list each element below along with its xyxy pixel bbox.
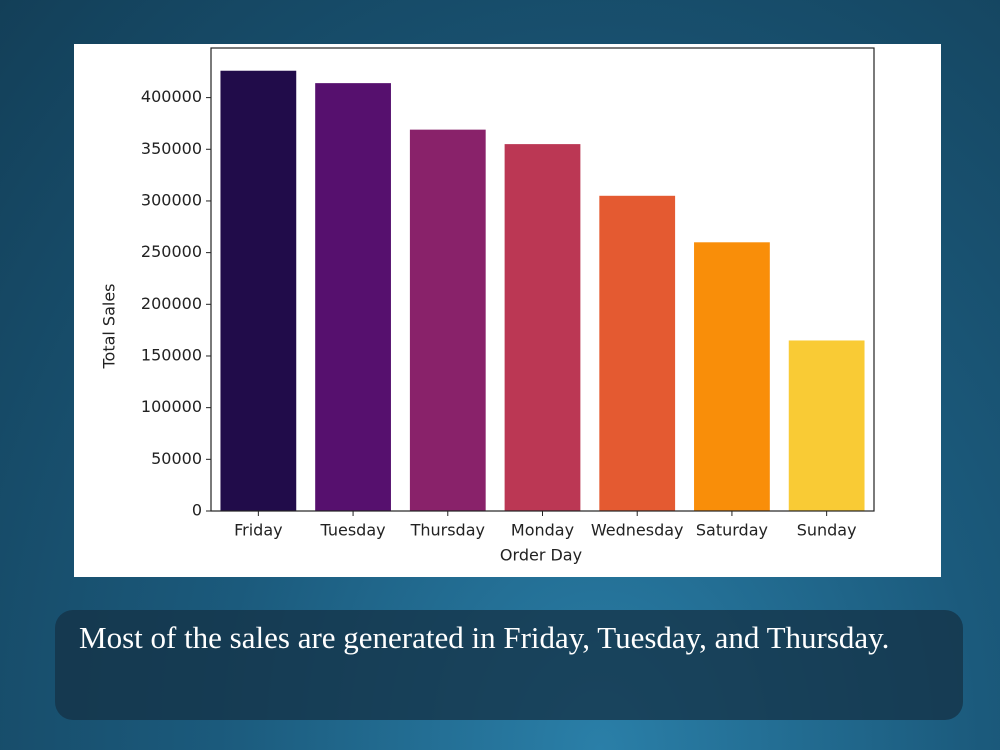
y-tick-label: 200000 bbox=[141, 294, 202, 313]
y-tick-label: 150000 bbox=[141, 345, 202, 364]
x-tick-label: Tuesday bbox=[320, 521, 386, 540]
x-tick-label: Wednesday bbox=[591, 521, 684, 540]
y-tick-label: 0 bbox=[192, 501, 202, 520]
x-tick-label: Saturday bbox=[696, 521, 768, 540]
x-tick-label: Friday bbox=[234, 521, 283, 540]
chart-panel: Order Day Total Sales Friday Tuesday Thurs… bbox=[74, 44, 941, 577]
y-tick-label: 350000 bbox=[141, 139, 202, 158]
bar bbox=[599, 195, 676, 511]
bar bbox=[409, 129, 486, 511]
axes-frame bbox=[210, 47, 875, 512]
chart: Order Day Total Sales Friday Tuesday Thurs… bbox=[100, 47, 875, 565]
x-axis-label: Order Day bbox=[500, 546, 582, 565]
x-tick-label: Monday bbox=[511, 521, 574, 540]
x-tick-label: Thursday bbox=[410, 521, 485, 540]
bar bbox=[315, 83, 391, 511]
bar bbox=[504, 144, 581, 511]
y-tick-label: 250000 bbox=[141, 242, 202, 261]
caption: Most of the sales are generated in Frida… bbox=[55, 610, 963, 720]
y-tick-label: 400000 bbox=[141, 87, 202, 106]
bar bbox=[788, 340, 865, 511]
x-tick-label: Sunday bbox=[797, 521, 857, 540]
y-tick-label: 50000 bbox=[151, 449, 202, 468]
bar bbox=[694, 242, 770, 511]
y-tick-label: 100000 bbox=[141, 397, 202, 416]
y-axis-label: Total Sales bbox=[100, 283, 119, 369]
y-tick-label: 300000 bbox=[141, 190, 202, 209]
bar bbox=[220, 70, 297, 511]
